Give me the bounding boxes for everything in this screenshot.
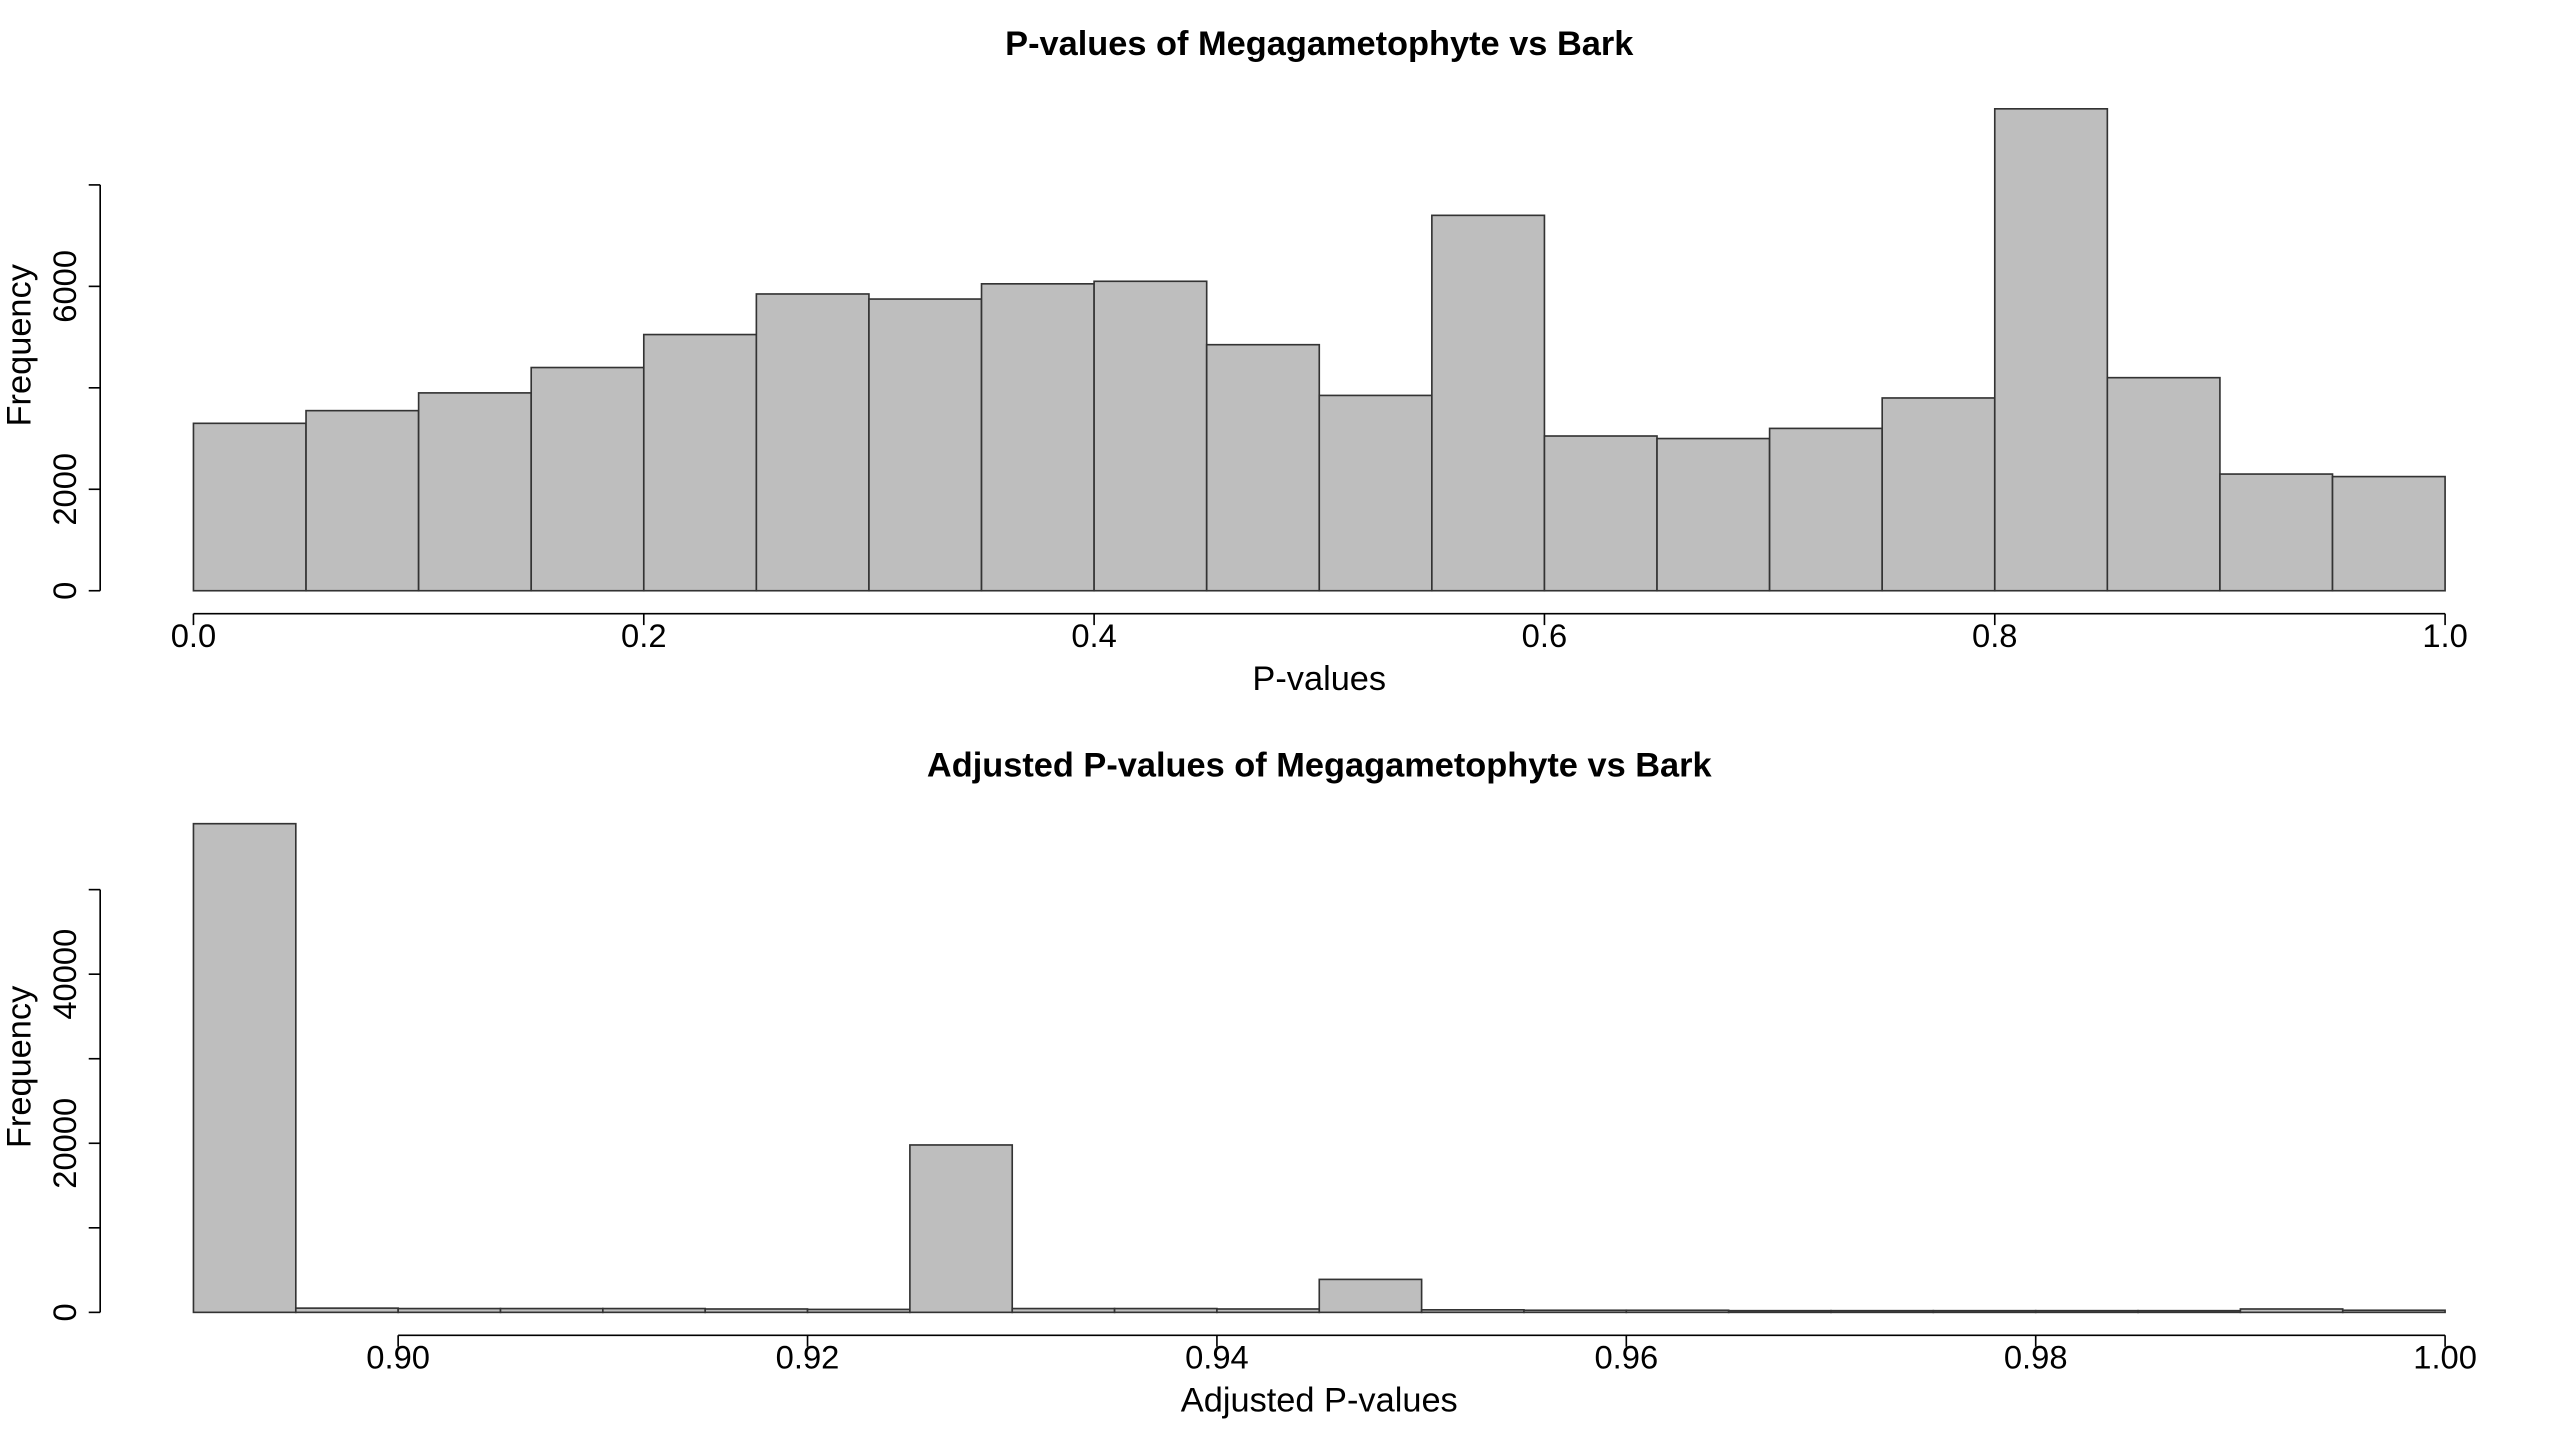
bar <box>2219 473 2334 592</box>
bar <box>1318 394 1433 592</box>
x-tick-label: 1.0 <box>2422 617 2467 654</box>
bar <box>192 822 297 1314</box>
y-tick-label: 0 <box>46 582 83 600</box>
bar <box>868 298 983 592</box>
bar <box>1216 1308 1321 1314</box>
bar <box>980 283 1095 592</box>
bar <box>397 1307 502 1314</box>
bar <box>1205 343 1321 592</box>
x-tick-label: 0.8 <box>1972 617 2017 654</box>
bar <box>704 1308 809 1314</box>
x-tick-label: 0.90 <box>366 1338 430 1375</box>
y-axis-label: Frequency <box>1 263 39 426</box>
bar <box>2137 1309 2242 1314</box>
bar <box>305 409 420 592</box>
y-tick-label: 20000 <box>46 1098 83 1189</box>
bar <box>2341 1309 2446 1314</box>
bar <box>1113 1307 1218 1314</box>
bar <box>192 422 307 592</box>
bar <box>1011 1307 1116 1314</box>
bar <box>602 1307 707 1314</box>
bar <box>1768 427 1883 592</box>
bar <box>1543 435 1658 592</box>
x-axis-label: P-values <box>1252 660 1386 698</box>
y-tick-label: 0 <box>46 1303 83 1321</box>
bar <box>1431 214 1546 592</box>
bar <box>806 1308 911 1314</box>
y-tick-label: 40000 <box>46 929 83 1020</box>
bar <box>1318 1278 1423 1314</box>
bar <box>755 293 870 592</box>
bar <box>1093 280 1208 592</box>
bar <box>1932 1309 2037 1314</box>
chart-title: Adjusted P-values of Megagametophyte vs … <box>927 747 1713 785</box>
bar <box>1625 1309 1730 1314</box>
x-tick-label: 0.92 <box>776 1338 840 1375</box>
bar <box>2106 376 2221 592</box>
background <box>15 0 2545 1440</box>
y-tick-label: 6000 <box>46 250 83 323</box>
x-tick-label: 0.2 <box>621 617 666 654</box>
bar <box>1656 437 1771 592</box>
bar <box>2034 1309 2139 1314</box>
x-tick-label: 0.6 <box>1522 617 1567 654</box>
bar <box>1830 1309 1935 1314</box>
x-tick-label: 0.94 <box>1185 1338 1249 1375</box>
bar <box>1727 1309 1832 1314</box>
bar <box>530 366 645 592</box>
bar <box>909 1144 1014 1314</box>
x-tick-label: 0.0 <box>171 617 216 654</box>
bar <box>2331 475 2446 592</box>
x-tick-label: 1.00 <box>2413 1338 2477 1375</box>
bar <box>417 392 533 592</box>
bar <box>2239 1308 2344 1314</box>
bar <box>642 333 758 592</box>
y-tick-label: 2000 <box>46 453 83 526</box>
x-tick-label: 0.4 <box>1071 617 1116 654</box>
x-tick-label: 0.98 <box>2004 1338 2068 1375</box>
bar <box>499 1307 604 1314</box>
chart-title: P-values of Megagametophyte vs Bark <box>1005 25 1634 63</box>
bar <box>1420 1309 1525 1314</box>
x-axis-label: Adjusted P-values <box>1181 1381 1458 1419</box>
bar <box>1993 108 2109 592</box>
x-tick-label: 0.96 <box>1594 1338 1658 1375</box>
y-axis-label: Frequency <box>1 985 39 1148</box>
bar <box>1523 1309 1628 1314</box>
bar <box>294 1307 399 1314</box>
bar <box>1881 397 1996 592</box>
